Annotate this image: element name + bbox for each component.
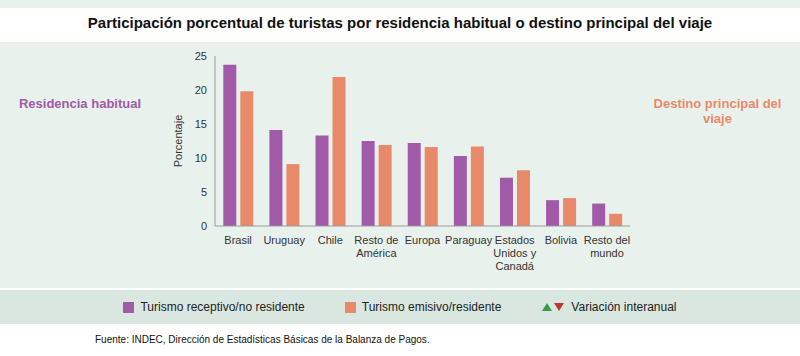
svg-text:0: 0 — [201, 220, 207, 232]
svg-text:Paraguay: Paraguay — [445, 234, 493, 246]
svg-text:Chile: Chile — [318, 234, 343, 246]
html-text:Turismo receptivo/no residente: Turismo receptivo/no residente — [140, 300, 305, 314]
svg-text:Europa: Europa — [405, 234, 441, 246]
svg-text:10: 10 — [195, 152, 207, 164]
svg-text:25: 25 — [195, 50, 207, 62]
svg-text:Uruguay: Uruguay — [263, 234, 305, 246]
svg-text:5: 5 — [201, 186, 207, 198]
html-text:Participación porcentual de tu: Participación porcentual de turistas por… — [87, 14, 713, 31]
svg-text:15: 15 — [195, 118, 207, 130]
svg-text:Porcentaje: Porcentaje — [172, 115, 184, 168]
html-text:Destino principal del viaje: Destino principal del viaje — [653, 96, 782, 126]
svg-text:Brasil: Brasil — [224, 234, 252, 246]
svg-text:20: 20 — [195, 84, 207, 96]
svg-text:EstadosUnidos yCanadá: EstadosUnidos yCanadá — [493, 234, 536, 272]
svg-text:Resto delmundo: Resto delmundo — [584, 234, 630, 259]
svg-text:Resto deAmérica: Resto deAmérica — [354, 234, 398, 259]
svg-text:Bolivia: Bolivia — [545, 234, 578, 246]
html-text:Turismo emisivo/residente: Turismo emisivo/residente — [361, 300, 502, 314]
html-text:Residencia habitual: Residencia habitual — [19, 96, 141, 111]
html-text:Fuente: INDEC, Dirección de Es: Fuente: INDEC, Dirección de Estadísticas… — [95, 334, 430, 345]
html-text:Variación interanual: Variación interanual — [571, 300, 677, 314]
